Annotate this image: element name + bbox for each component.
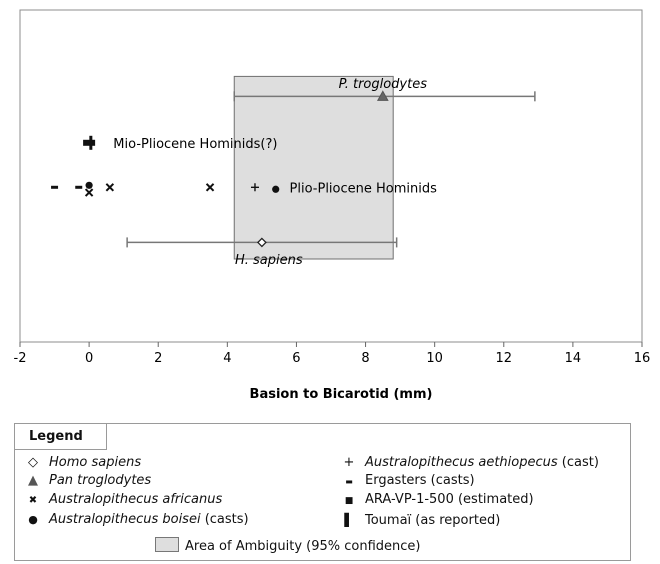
plus-icon: +	[343, 455, 355, 470]
legend-title: Legend	[15, 424, 107, 450]
legend-item-australopithecus-africanus: ✖ Australopithecus africanus	[25, 491, 222, 510]
legend-item-australopithecus-boisei: ● Australopithecus boisei (casts)	[25, 511, 249, 529]
x-tick-label: 8	[361, 351, 369, 366]
point-dash	[51, 185, 59, 189]
x-tick-label: 14	[565, 351, 582, 366]
legend-item-area-of-ambiguity: Area of Ambiguity (95% confidence)	[155, 537, 421, 556]
point-plus	[250, 183, 259, 192]
legend-name: Homo sapiens	[49, 455, 142, 470]
point-x	[84, 188, 94, 197]
point-triangle	[376, 90, 389, 101]
legend-name: Australopithecus africanus	[49, 492, 223, 507]
point-vline	[89, 135, 93, 150]
legend-name: Australopithecus boisei	[49, 512, 201, 527]
vertical-bar-icon: ▌	[344, 513, 354, 527]
annotation-label: H. sapiens	[235, 253, 303, 268]
x-tick-label: 12	[496, 351, 513, 366]
legend-name: Australopithecus aethiopecus	[365, 455, 558, 470]
annotation-label: Mio-Pliocene Hominids(?)	[113, 137, 277, 152]
point-x	[205, 183, 215, 192]
legend-item-homo-sapiens: ◇ Homo sapiens	[25, 454, 141, 472]
x-tick-label: 10	[426, 351, 443, 366]
legend-item-pan-troglodytes: ▲ Pan troglodytes	[25, 472, 151, 490]
triangle-icon: ▲	[28, 473, 38, 488]
ambiguity-area	[233, 75, 394, 260]
x-tick-label: 0	[85, 351, 93, 366]
x-tick-label: 2	[154, 351, 162, 366]
point-circle	[272, 185, 280, 193]
legend-item-ara-vp-1-500: ■ ARA-VP-1-500 (estimated)	[341, 491, 534, 510]
x-axis-label: Basion to Bicarotid (mm)	[250, 387, 433, 402]
circle-icon: ●	[28, 513, 38, 526]
chart: P. troglodytes Mio-Pliocene Hominids(?) Pl…	[14, 9, 651, 402]
legend: Legend ◇ Homo sapiens ▲ Pan troglodytes ✖ A…	[14, 423, 631, 561]
x-tick-label: 16	[634, 351, 651, 366]
legend-name: Pan troglodytes	[49, 473, 152, 488]
point-dash	[75, 185, 83, 189]
legend-item-australopithecus-aethiopecus: + Australopithecus aethiopecus (cast)	[341, 454, 599, 472]
bar-icon: ■	[344, 496, 354, 506]
point-circle	[85, 181, 93, 189]
point-diamond	[256, 237, 267, 248]
legend-suffix: ARA-VP-1-500 (estimated)	[365, 492, 534, 507]
x-tick-label: -2	[14, 351, 27, 366]
diamond-icon: ◇	[28, 455, 38, 470]
x-tick-label: 4	[223, 351, 231, 366]
legend-item-toumai: ▌ Toumaï (as reported)	[341, 511, 500, 530]
point-x	[105, 183, 115, 192]
x-tick-label: 6	[292, 351, 300, 366]
annotation-label: P. troglodytes	[339, 77, 428, 92]
legend-suffix: (casts)	[200, 512, 249, 527]
annotation-label: Plio-Pliocene Hominids	[290, 181, 438, 196]
legend-suffix: (cast)	[557, 455, 599, 470]
dash-icon: ▬	[345, 477, 353, 486]
point-bar	[83, 139, 96, 146]
legend-suffix: Ergasters (casts)	[365, 473, 475, 488]
cross-icon: ✖	[28, 495, 38, 506]
legend-suffix: Toumaï (as reported)	[365, 513, 501, 528]
area-swatch-icon	[155, 537, 179, 552]
legend-area-label: Area of Ambiguity (95% confidence)	[185, 539, 421, 554]
legend-item-ergasters: ▬ Ergasters (casts)	[341, 472, 475, 491]
